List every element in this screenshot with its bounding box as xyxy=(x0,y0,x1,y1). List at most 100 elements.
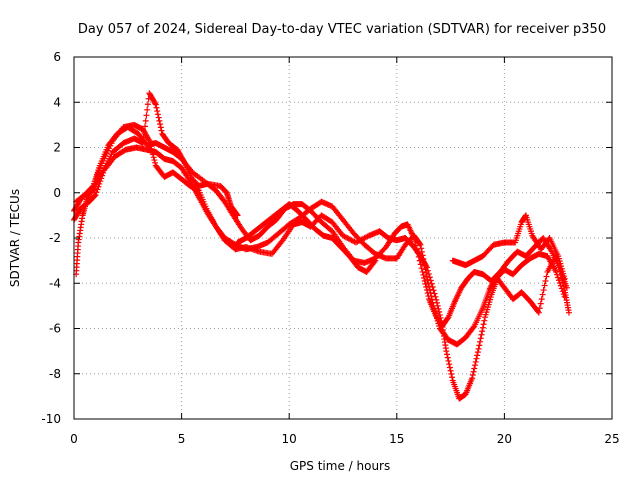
y-tick-label: 6 xyxy=(53,50,61,64)
data-point xyxy=(565,309,572,316)
y-tick-label: -4 xyxy=(49,276,61,290)
data-point xyxy=(471,362,478,369)
data-point xyxy=(92,192,99,199)
data-point xyxy=(424,290,431,297)
series-arc-4 xyxy=(73,90,570,330)
data-point xyxy=(419,268,426,275)
data-point xyxy=(425,293,432,300)
data-point xyxy=(422,281,429,288)
data-point xyxy=(157,124,164,131)
data-point xyxy=(372,257,379,264)
data-point xyxy=(470,368,477,375)
data-point xyxy=(416,240,423,247)
data-point xyxy=(416,257,423,264)
data-point xyxy=(537,300,544,307)
series-arc-5 xyxy=(234,201,379,275)
data-point xyxy=(420,255,427,262)
data-point xyxy=(421,274,428,281)
grid-lines xyxy=(74,57,612,419)
y-tick-label: -10 xyxy=(41,412,61,426)
data-point xyxy=(479,328,486,335)
data-point xyxy=(150,154,157,161)
data-point xyxy=(145,136,152,143)
x-axis-label: GPS time / hours xyxy=(290,459,391,473)
data-point xyxy=(411,235,418,241)
data-point xyxy=(538,296,545,303)
data-point xyxy=(417,241,424,248)
data-point xyxy=(431,290,438,297)
data-point xyxy=(418,265,425,272)
data-point xyxy=(151,157,158,164)
data-point xyxy=(152,159,159,166)
data-point xyxy=(154,111,161,118)
series-arc-6 xyxy=(449,212,568,282)
y-tick-label: 2 xyxy=(53,141,61,155)
data-point xyxy=(446,364,453,371)
data-point xyxy=(154,108,161,115)
data-point xyxy=(144,106,151,113)
x-tick-label: 20 xyxy=(497,432,512,446)
data-point xyxy=(425,279,432,286)
data-point xyxy=(424,276,431,283)
y-tick-label: -8 xyxy=(49,367,61,381)
y-axis-ticks: -10 -8 -6 -4 -2 0 2 4 6 xyxy=(41,50,612,426)
data-point xyxy=(474,352,481,359)
data-point xyxy=(157,121,164,128)
data-point xyxy=(476,342,483,349)
data-point xyxy=(155,114,162,121)
data-point xyxy=(477,335,484,342)
data-point xyxy=(481,317,488,324)
data-point xyxy=(472,358,479,365)
y-tick-label: 4 xyxy=(53,95,61,109)
data-point xyxy=(536,305,543,312)
data-point xyxy=(180,156,187,163)
data-point xyxy=(473,355,480,362)
data-point xyxy=(470,324,477,331)
data-point xyxy=(371,258,378,265)
x-tick-label: 15 xyxy=(389,432,404,446)
data-point xyxy=(563,284,570,291)
x-tick-label: 5 xyxy=(178,432,186,446)
data-point xyxy=(144,101,151,108)
data-point xyxy=(421,262,428,269)
data-point xyxy=(471,365,478,372)
data-point xyxy=(426,283,433,290)
data-point xyxy=(146,137,153,144)
chart-title: Day 057 of 2024, Sidereal Day-to-day VTE… xyxy=(78,22,606,37)
data-point xyxy=(91,192,98,199)
data-point xyxy=(477,338,484,345)
y-tick-label: 0 xyxy=(53,186,61,200)
data-point xyxy=(444,351,451,358)
data-point xyxy=(542,277,549,284)
data-point xyxy=(543,273,550,280)
data-point xyxy=(469,375,476,382)
data-point xyxy=(469,372,476,379)
data-point xyxy=(412,242,419,249)
data-point xyxy=(158,127,165,134)
y-tick-label: -2 xyxy=(49,231,61,245)
data-point xyxy=(447,367,454,374)
data-point xyxy=(479,324,486,331)
data-point xyxy=(430,287,437,294)
data-point xyxy=(152,101,159,108)
data-point xyxy=(539,291,546,298)
data-point xyxy=(419,252,426,259)
data-point xyxy=(421,259,428,266)
data-point xyxy=(414,250,421,257)
data-point xyxy=(553,268,560,275)
data-point xyxy=(142,123,149,130)
data-point xyxy=(443,348,450,355)
data-point xyxy=(540,287,547,294)
y-tick-label: -6 xyxy=(49,322,61,336)
data-point xyxy=(93,189,100,196)
data-point xyxy=(475,345,482,352)
x-tick-label: 10 xyxy=(282,432,297,446)
data-point xyxy=(421,277,428,284)
data-point xyxy=(147,140,154,147)
data-point xyxy=(152,100,159,107)
data-point xyxy=(94,186,101,193)
data-point xyxy=(415,253,422,260)
data-point xyxy=(411,238,418,245)
data-point xyxy=(535,309,542,316)
